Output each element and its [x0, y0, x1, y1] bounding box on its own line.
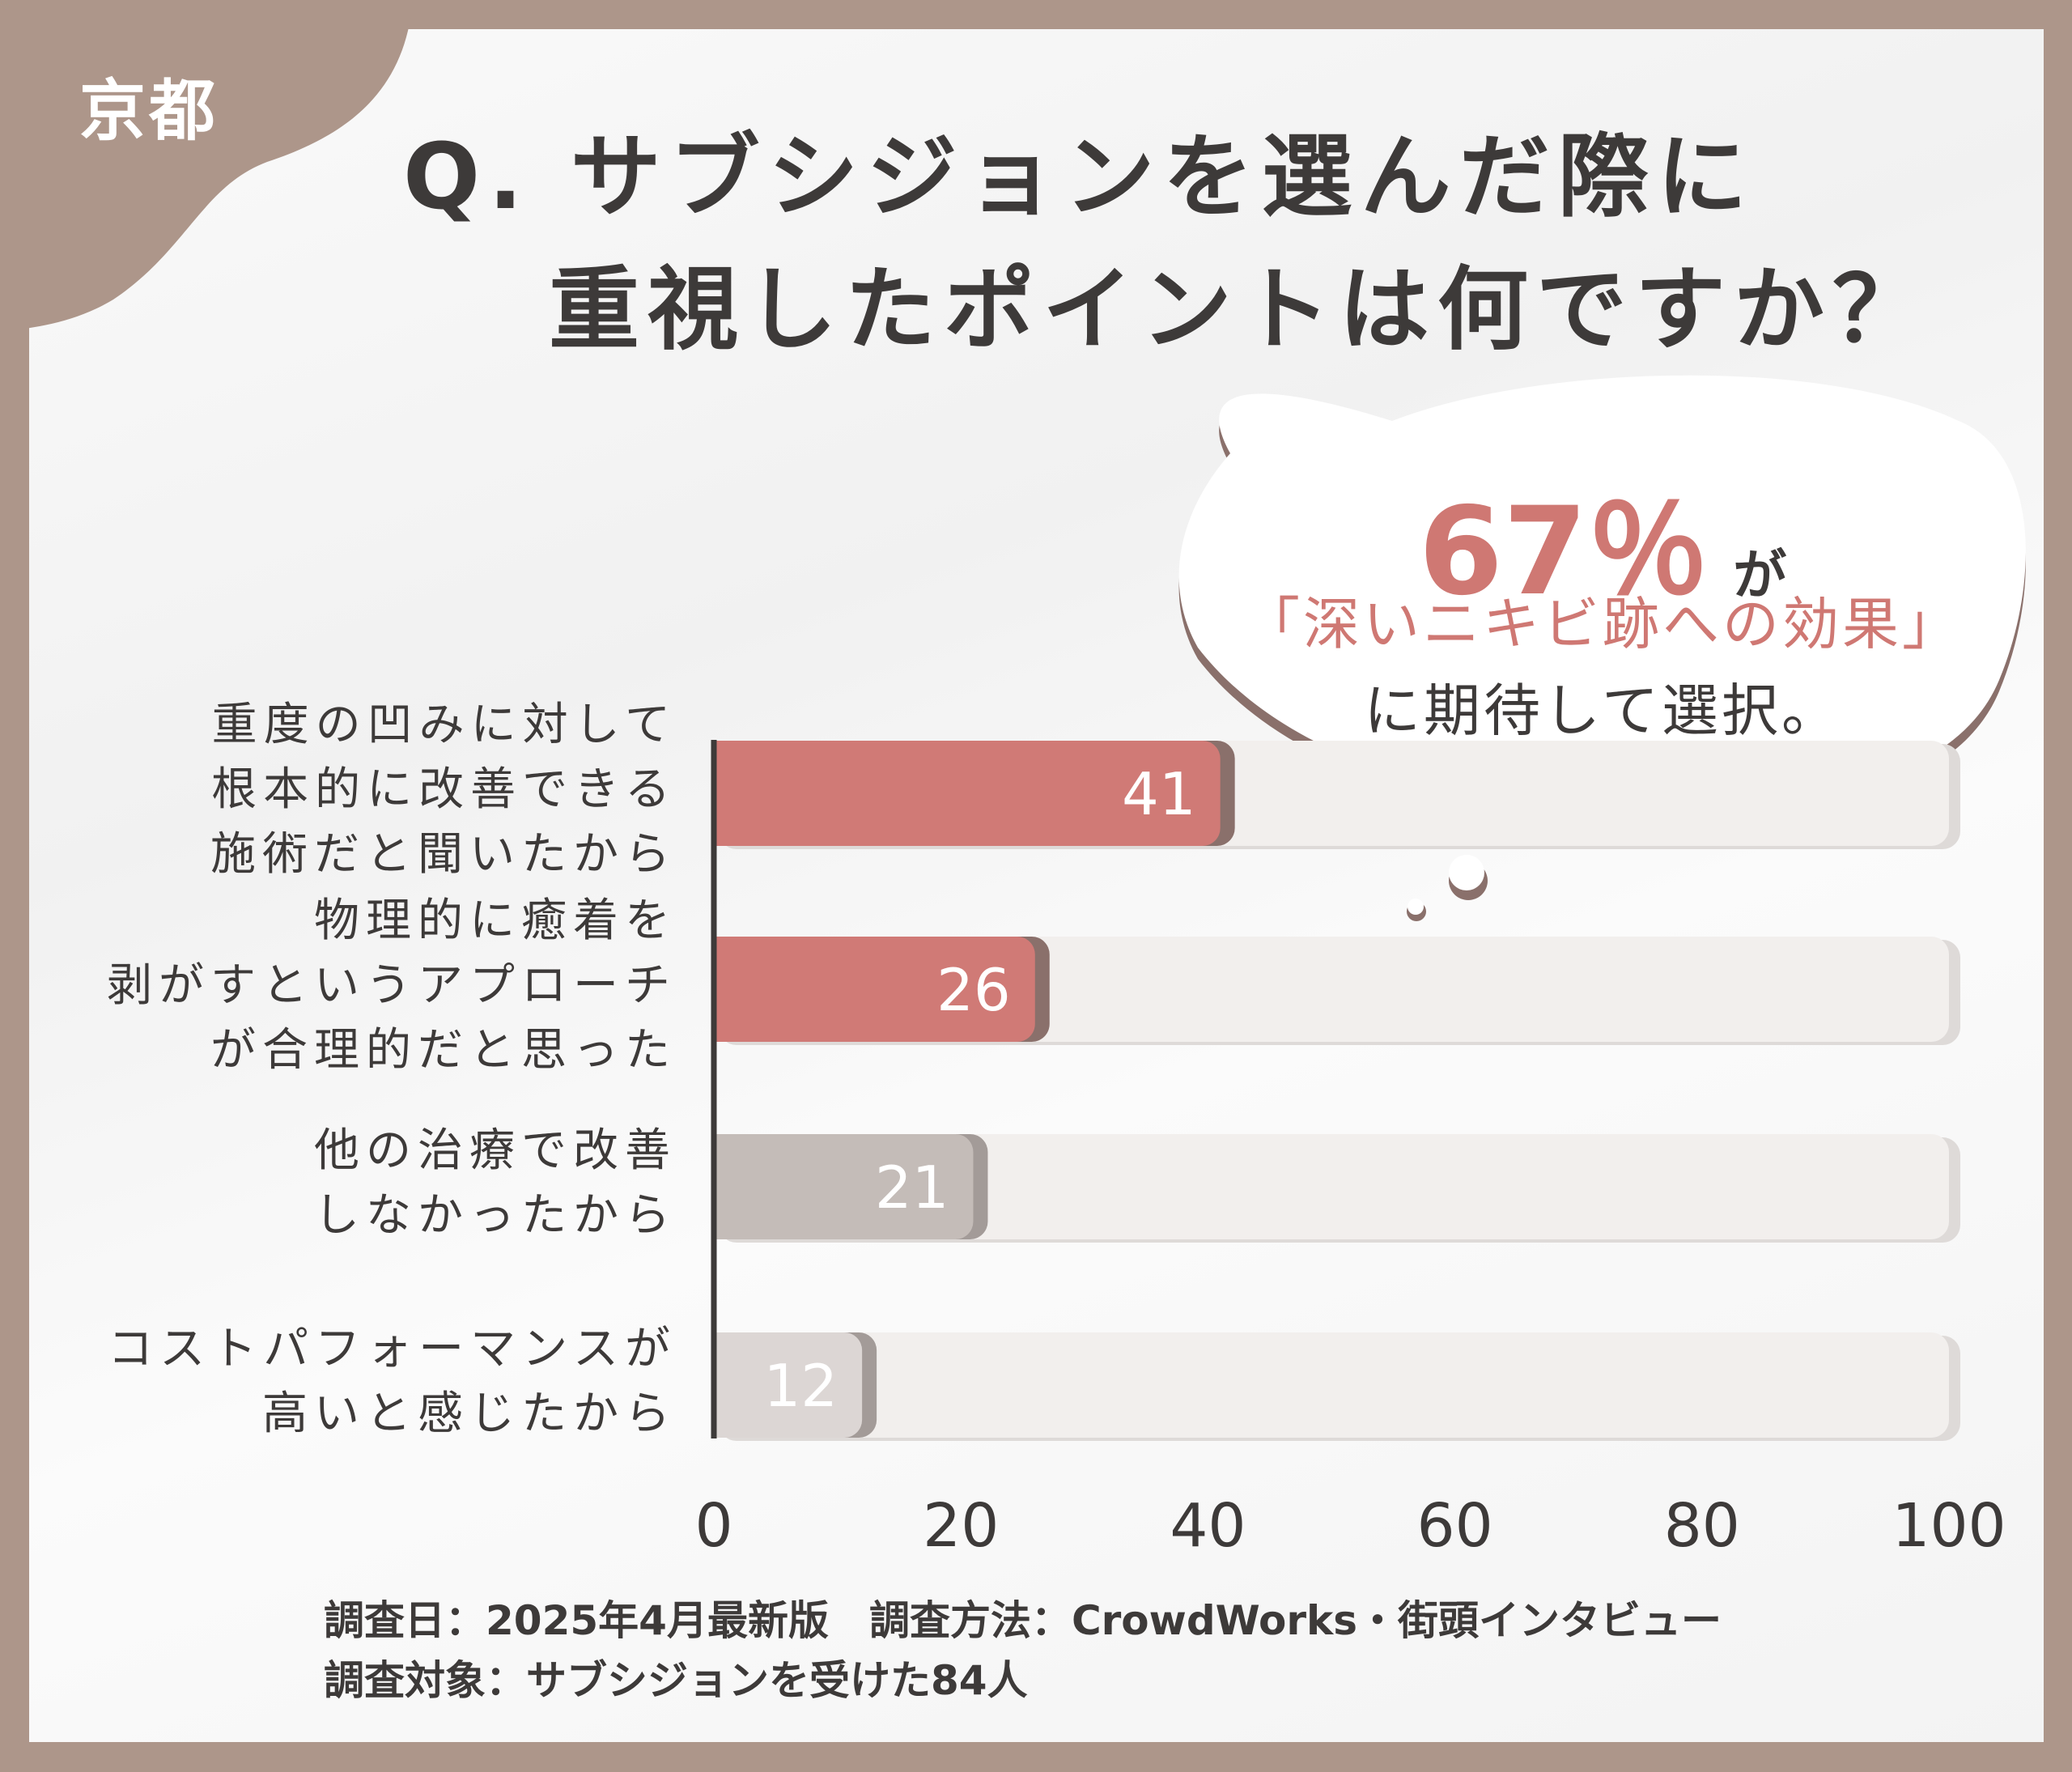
- bar-value-label: 26: [936, 956, 1011, 1024]
- thought-dot-small: [1408, 899, 1424, 915]
- bar-base: [714, 741, 738, 846]
- x-tick-label: 100: [1892, 1491, 2006, 1561]
- survey-info-line-2: 調査対象：サブシジョンを受けた84人: [324, 1657, 1028, 1704]
- bar-base: [714, 937, 738, 1042]
- bar: [714, 1134, 974, 1239]
- bar-base: [714, 1134, 738, 1239]
- bar-track: [714, 1332, 1949, 1438]
- bar: [714, 1332, 863, 1438]
- callout-line-3: に期待して選択。: [1364, 678, 1841, 744]
- category-label: 重度の凹みに対して 根本的に改善できる 施術だと聞いたから: [210, 699, 677, 881]
- category-label: コストパフォーマンスが 高いと感じたから: [108, 1323, 677, 1440]
- title-line-2: 重視したポイントは何ですか？: [549, 257, 1931, 363]
- callout-highlight: 「深いニキビ跡への効果」: [1243, 591, 1962, 657]
- bar-value-label: 12: [763, 1352, 838, 1420]
- thought-dot: [1449, 855, 1484, 890]
- bar-track: [714, 1134, 1949, 1239]
- x-tick-label: 80: [1664, 1491, 1740, 1561]
- category-label: 物理的に癒着を 剥がすというアプローチ が合理的だと思った: [107, 894, 677, 1077]
- bar-value-label: 41: [1122, 760, 1196, 828]
- chart-panel: [29, 29, 2044, 1742]
- x-tick-label: 0: [694, 1491, 732, 1561]
- bar-value-label: 21: [875, 1154, 949, 1222]
- bar-base: [714, 1332, 738, 1438]
- x-tick-label: 40: [1170, 1491, 1246, 1561]
- survey-info-line-1: 調査日：2025年4月最新版 調査方法：CrowdWorks・街頭インタビュー: [324, 1597, 1722, 1644]
- callout-percent-value: 67％: [1418, 482, 1709, 623]
- category-label: 他の治療で改善 しなかったから: [314, 1124, 677, 1242]
- region-label: 京都: [79, 73, 219, 150]
- region-tab-shape: [0, 0, 413, 332]
- title-line-1: Q. サブシジョンを選んだ際に: [403, 125, 1756, 230]
- callout-bubble: [1178, 375, 2026, 833]
- callout-percent: 67％ が: [1174, 453, 2032, 629]
- x-tick-label: 60: [1417, 1491, 1493, 1561]
- x-tick-label: 20: [923, 1491, 999, 1561]
- bar: [714, 741, 1221, 846]
- callout-suffix: が: [1733, 544, 1787, 606]
- bar: [714, 937, 1035, 1042]
